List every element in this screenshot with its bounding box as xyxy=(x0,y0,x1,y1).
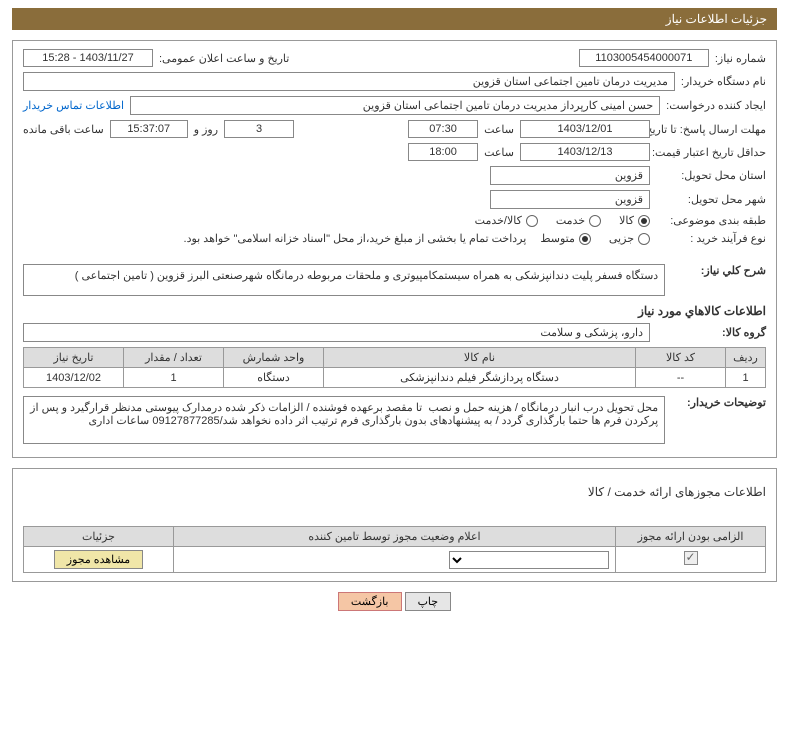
requester-value: حسن امینی کارپرداز مدیریت درمان تامین اج… xyxy=(130,96,660,115)
page-header: جزئیات اطلاعات نیاز xyxy=(12,8,777,30)
td-name: دستگاه پردازشگر فیلم دندانپزشکی xyxy=(324,368,636,388)
th-mandatory: الزامی بودن ارائه مجوز xyxy=(616,527,766,547)
delivery-province-value: قزوین xyxy=(490,166,650,185)
th-date: تاريخ نياز xyxy=(24,348,124,368)
main-panel: شماره نیاز: 1103005454000071 تاریخ و ساع… xyxy=(12,40,777,458)
status-dropdown[interactable] xyxy=(449,551,609,569)
td-code: -- xyxy=(636,368,726,388)
radio-medium-label: متوسط xyxy=(540,232,575,245)
need-number-value: 1103005454000071 xyxy=(579,49,709,67)
radio-dot-icon xyxy=(638,215,650,227)
time-label-1: ساعت xyxy=(484,123,514,136)
td-row: 1 xyxy=(726,368,766,388)
radio-goods-service-label: کالا/خدمت xyxy=(475,214,522,227)
announce-date-label: تاریخ و ساعت اعلان عمومی: xyxy=(159,52,289,65)
th-status: اعلام وضعیت مجوز توسط تامین کننده xyxy=(174,527,616,547)
radio-medium[interactable]: متوسط xyxy=(540,232,591,245)
need-number-label: شماره نیاز: xyxy=(715,52,766,65)
table-row: 1 -- دستگاه پردازشگر فیلم دندانپزشکی دست… xyxy=(24,368,766,388)
td-details: مشاهده مجوز xyxy=(24,547,174,573)
th-code: کد کالا xyxy=(636,348,726,368)
goods-info-title: اطلاعات کالاهاي مورد نياز xyxy=(23,304,766,318)
radio-partial[interactable]: جزیی xyxy=(609,232,650,245)
back-button[interactable]: بازگشت xyxy=(338,592,402,611)
purchase-process-label: نوع فرآیند خرید : xyxy=(656,232,766,245)
category-label: طبقه بندی موضوعی: xyxy=(656,214,766,227)
items-table: رديف کد کالا نام کالا واحد شمارش تعداد /… xyxy=(23,347,766,388)
purchase-radio-group: جزیی متوسط xyxy=(540,232,650,245)
buyer-name-label: نام دستگاه خریدار: xyxy=(681,75,766,88)
validity-date: 1403/12/13 xyxy=(520,143,650,161)
response-deadline-date: 1403/12/01 xyxy=(520,120,650,138)
th-unit: واحد شمارش xyxy=(224,348,324,368)
radio-dot-icon xyxy=(638,233,650,245)
radio-partial-label: جزیی xyxy=(609,232,634,245)
th-row: رديف xyxy=(726,348,766,368)
delivery-city-value: قزوین xyxy=(490,190,650,209)
th-qty: تعداد / مقدار xyxy=(124,348,224,368)
radio-goods-label: کالا xyxy=(619,214,634,227)
footer-buttons: چاپ بازگشت xyxy=(12,592,777,611)
th-details: جزئیات xyxy=(24,527,174,547)
response-deadline-time: 07:30 xyxy=(408,120,478,138)
purchase-note: پرداخت تمام یا بخشی از مبلغ خرید،از محل … xyxy=(184,232,527,245)
view-license-button[interactable]: مشاهده مجوز xyxy=(54,550,143,569)
need-desc-label: شرح کلي نياز: xyxy=(671,264,766,277)
td-qty: 1 xyxy=(124,368,224,388)
validity-time: 18:00 xyxy=(408,143,478,161)
goods-group-label: گروه کالا: xyxy=(656,326,766,339)
validity-label: حداقل تاریخ اعتبار قیمت: تا تاریخ: xyxy=(656,146,766,159)
page-title: جزئیات اطلاعات نیاز xyxy=(666,12,767,26)
remaining-days-label: روز و xyxy=(194,123,218,136)
buyer-notes-value: محل تحویل درب انبار درمانگاه / هزینه حمل… xyxy=(23,396,665,444)
td-unit: دستگاه xyxy=(224,368,324,388)
buyer-notes-label: توضيحات خريدار: xyxy=(671,396,766,409)
announce-date-value: 1403/11/27 - 15:28 xyxy=(23,49,153,67)
td-mandatory xyxy=(616,547,766,573)
goods-group-value: دارو، پزشکی و سلامت xyxy=(23,323,650,342)
radio-service[interactable]: خدمت xyxy=(556,214,601,227)
td-date: 1403/12/02 xyxy=(24,368,124,388)
buyer-name-value: مدیریت درمان تامین اجتماعی استان قزوین xyxy=(23,72,675,91)
license-panel: اطلاعات مجوزهای ارائه خدمت / کالا الزامی… xyxy=(12,468,777,582)
radio-service-label: خدمت xyxy=(556,214,585,227)
remaining-time: 15:37:07 xyxy=(110,120,188,138)
license-table: الزامی بودن ارائه مجوز اعلام وضعیت مجوز … xyxy=(23,526,766,573)
remaining-tail: ساعت باقی مانده xyxy=(23,123,104,136)
time-label-2: ساعت xyxy=(484,146,514,159)
radio-dot-icon xyxy=(589,215,601,227)
td-status xyxy=(174,547,616,573)
license-row: مشاهده مجوز xyxy=(24,547,766,573)
need-desc-value: دستگاه فسفر پلیت دندانپزشکی به همراه سیس… xyxy=(23,264,665,296)
requester-label: ایجاد کننده درخواست: xyxy=(666,99,766,112)
contact-link[interactable]: اطلاعات تماس خریدار xyxy=(23,99,124,112)
license-title: اطلاعات مجوزهای ارائه خدمت / کالا xyxy=(23,485,766,499)
radio-dot-icon xyxy=(579,233,591,245)
remaining-days: 3 xyxy=(224,120,294,138)
radio-dot-icon xyxy=(526,215,538,227)
delivery-province-label: استان محل تحویل: xyxy=(656,169,766,182)
radio-goods-service[interactable]: کالا/خدمت xyxy=(475,214,538,227)
radio-goods[interactable]: کالا xyxy=(619,214,650,227)
print-button[interactable]: چاپ xyxy=(405,592,452,611)
th-name: نام کالا xyxy=(324,348,636,368)
category-radio-group: کالا خدمت کالا/خدمت xyxy=(475,214,650,227)
delivery-city-label: شهر محل تحویل: xyxy=(656,193,766,206)
mandatory-checkbox[interactable] xyxy=(684,551,698,565)
response-deadline-label: مهلت ارسال پاسخ: تا تاریخ: xyxy=(656,123,766,136)
